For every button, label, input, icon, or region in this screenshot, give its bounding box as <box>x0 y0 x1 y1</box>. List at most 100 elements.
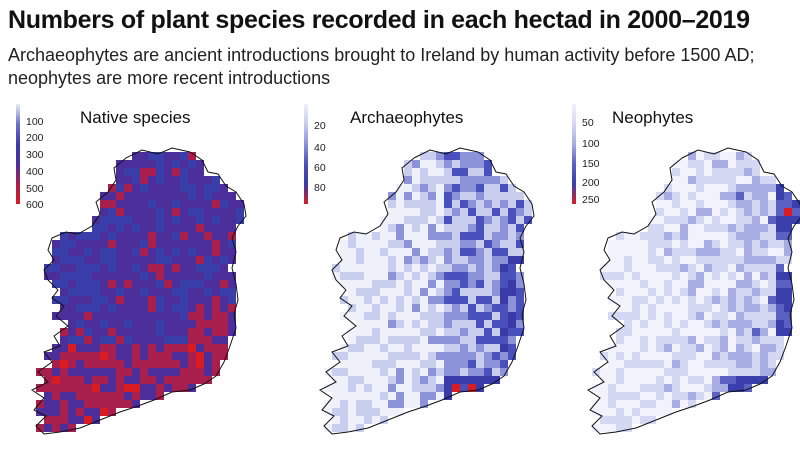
hectad-cell <box>680 328 688 336</box>
hectad-cell <box>108 224 116 232</box>
hectad-cell <box>720 288 728 296</box>
hectad-cell <box>92 304 100 312</box>
hectad-cell <box>188 200 196 208</box>
hectad-cell <box>348 352 356 360</box>
hectad-cell <box>768 232 776 240</box>
hectad-cell <box>356 240 364 248</box>
hectad-cell <box>212 360 220 368</box>
hectad-cell <box>720 224 728 232</box>
hectad-cell <box>188 360 196 368</box>
legend-tick: 400 <box>26 166 44 178</box>
hectad-cell <box>92 368 100 376</box>
hectad-cell <box>508 224 516 232</box>
hectad-cell <box>132 368 140 376</box>
hectad-cell <box>616 264 624 272</box>
hectad-cell <box>420 312 428 320</box>
hectad-cell <box>116 264 124 272</box>
hectad-cell <box>760 192 768 200</box>
hectad-cell <box>396 256 404 264</box>
hectad-cell <box>468 384 476 392</box>
hectad-cell <box>380 256 388 264</box>
hectad-cell <box>364 416 372 424</box>
hectad-cell <box>180 352 188 360</box>
hectad-cell <box>640 256 648 264</box>
hectad-cell <box>132 264 140 272</box>
hectad-cell <box>100 248 108 256</box>
hectad-cell <box>736 344 744 352</box>
hectad-cell <box>460 256 468 264</box>
hectad-cell <box>476 208 484 216</box>
hectad-cell <box>148 216 156 224</box>
hectad-cell <box>696 384 704 392</box>
hectad-cell <box>704 344 712 352</box>
hectad-cell <box>380 224 388 232</box>
hectad-cell <box>476 272 484 280</box>
hectad-cell <box>60 232 68 240</box>
hectad-cell <box>640 328 648 336</box>
hectad-cell <box>484 176 492 184</box>
hectad-cell <box>436 168 444 176</box>
hectad-cell <box>124 376 132 384</box>
hectad-cell <box>736 280 744 288</box>
hectad-cell <box>132 240 140 248</box>
hectad-cell <box>116 296 124 304</box>
hectad-cell <box>744 384 752 392</box>
hectad-cell <box>212 272 220 280</box>
hectad-cell <box>616 384 624 392</box>
hectad-cell <box>744 256 752 264</box>
hectad-cell <box>116 288 124 296</box>
hectad-cell <box>452 280 460 288</box>
hectad-cell <box>164 384 172 392</box>
hectad-cell <box>228 208 236 216</box>
hectad-cell <box>108 296 116 304</box>
hectad-cell <box>736 320 744 328</box>
hectad-cell <box>68 304 76 312</box>
hectad-cell <box>744 312 752 320</box>
hectad-cell <box>444 184 452 192</box>
hectad-cell <box>792 200 800 208</box>
hectad-cell <box>484 168 492 176</box>
hectad-cell <box>396 304 404 312</box>
hectad-cell <box>84 312 92 320</box>
hectad-cell <box>664 320 672 328</box>
hectad-cell <box>648 400 656 408</box>
hectad-cell <box>132 272 140 280</box>
hectad-cell <box>624 400 632 408</box>
hectad-cell <box>212 344 220 352</box>
hectad-cell <box>768 240 776 248</box>
hectad-cell <box>664 264 672 272</box>
hectad-cell <box>744 208 752 216</box>
hectad-cell <box>76 272 84 280</box>
hectad-cell <box>180 312 188 320</box>
hectad-cell <box>624 240 632 248</box>
legend-tick: 250 <box>582 194 600 206</box>
hectad-cell <box>428 344 436 352</box>
hectad-cell <box>84 400 92 408</box>
hectad-cell <box>412 400 420 408</box>
hectad-cell <box>180 248 188 256</box>
hectad-cell <box>164 304 172 312</box>
hectad-cell <box>468 272 476 280</box>
hectad-cell <box>784 208 792 216</box>
hectad-cell <box>712 328 720 336</box>
hectad-cell <box>592 408 600 416</box>
hectad-cell <box>436 288 444 296</box>
hectad-cell <box>688 352 696 360</box>
hectad-cell <box>436 392 444 400</box>
hectad-cell <box>444 176 452 184</box>
hectad-cell <box>696 184 704 192</box>
hectad-cell <box>776 232 784 240</box>
hectad-cell <box>108 328 116 336</box>
hectad-cell <box>204 280 212 288</box>
legend-color-bar <box>16 104 20 204</box>
hectad-cell <box>656 280 664 288</box>
hectad-cell <box>372 360 380 368</box>
hectad-cell <box>508 352 516 360</box>
hectad-cell <box>720 248 728 256</box>
hectad-cell <box>132 184 140 192</box>
hectad-cell <box>768 320 776 328</box>
hectad-cell <box>444 168 452 176</box>
hectad-cell <box>196 256 204 264</box>
hectad-cell <box>228 216 236 224</box>
hectad-cell <box>468 208 476 216</box>
